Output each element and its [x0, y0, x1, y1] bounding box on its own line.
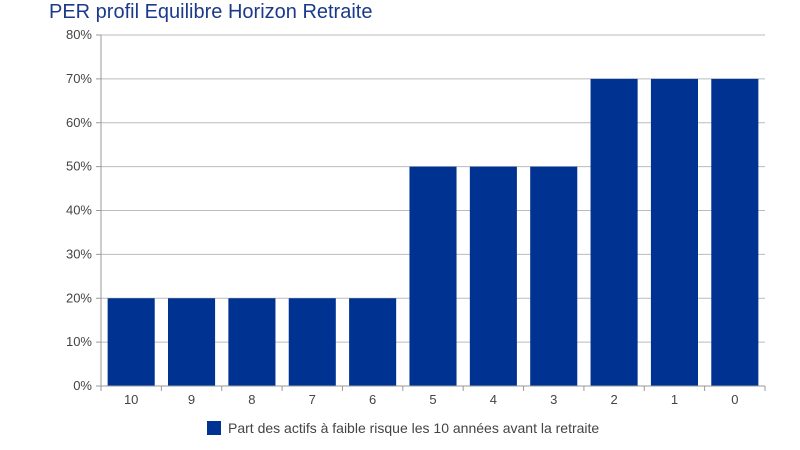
y-tick-label: 10% — [66, 334, 92, 349]
bar — [530, 166, 578, 386]
x-tick-label: 2 — [610, 392, 617, 407]
y-tick-label: 0% — [73, 378, 92, 393]
x-tick-label: 7 — [309, 392, 316, 407]
y-axis-ticks: 0% 10% 20% 30% 40% 50% 60% 70% 80% — [66, 27, 92, 393]
bar — [711, 78, 759, 386]
legend-label: Part des actifs à faible risque les 10 a… — [228, 420, 600, 436]
legend-swatch — [207, 421, 221, 435]
x-tick-label: 8 — [248, 392, 255, 407]
bar — [590, 78, 638, 386]
y-tick-label: 70% — [66, 71, 92, 86]
x-tick-label: 0 — [731, 392, 738, 407]
bar — [409, 166, 457, 386]
bar — [228, 298, 276, 386]
x-tick-label: 4 — [490, 392, 497, 407]
x-tick-label: 1 — [671, 392, 678, 407]
x-axis-ticks: 10 9 8 7 6 5 4 3 2 1 0 — [124, 386, 766, 407]
y-tick-label: 30% — [66, 246, 92, 261]
x-tick-label: 5 — [429, 392, 436, 407]
y-tick-label: 40% — [66, 203, 92, 218]
y-tick-label: 80% — [66, 27, 92, 42]
bar — [650, 78, 698, 386]
x-tick-label: 10 — [124, 392, 138, 407]
bars — [107, 78, 759, 386]
legend: Part des actifs à faible risque les 10 a… — [207, 420, 599, 436]
x-tick-label: 9 — [188, 392, 195, 407]
bar — [107, 298, 155, 386]
x-tick-label: 3 — [550, 392, 557, 407]
y-tick-label: 50% — [66, 159, 92, 174]
x-tick-label: 6 — [369, 392, 376, 407]
axes — [100, 35, 765, 391]
bar — [469, 166, 517, 386]
bar — [349, 298, 397, 386]
bar — [168, 298, 216, 386]
y-tick-label: 20% — [66, 290, 92, 305]
chart-title: PER profil Equilibre Horizon Retraite — [49, 1, 373, 23]
bar — [288, 298, 336, 386]
y-tick-label: 60% — [66, 115, 92, 130]
